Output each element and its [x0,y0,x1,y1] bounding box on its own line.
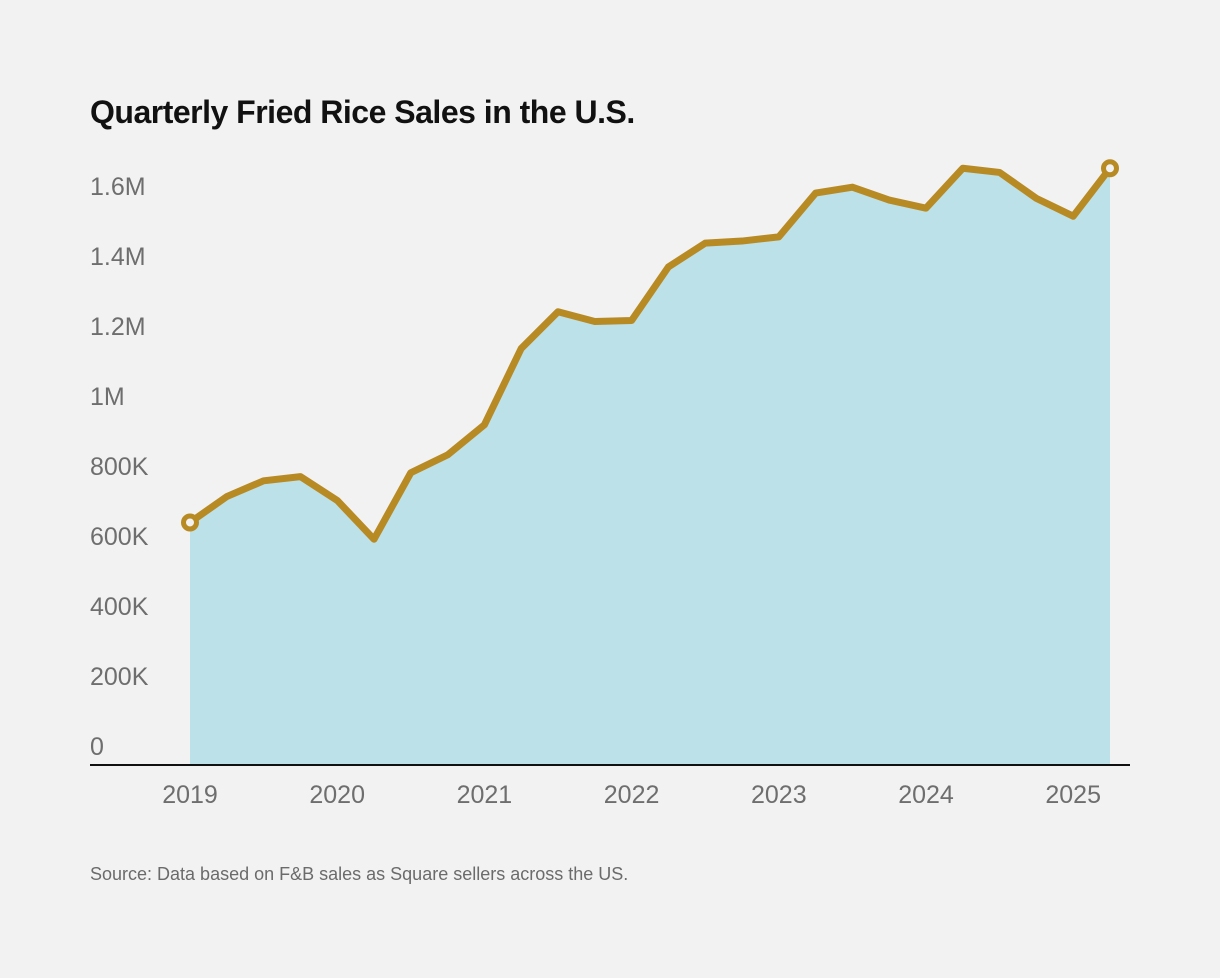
endpoint-marker [1101,159,1119,178]
chart-title: Quarterly Fried Rice Sales in the U.S. [90,94,635,130]
y-tick-label: 0 [90,733,104,761]
source-note: Source: Data based on F&B sales as Squar… [90,864,629,884]
x-tick-label: 2022 [604,781,660,809]
x-tick-label: 2023 [751,781,807,809]
x-tick-label: 2020 [309,781,365,809]
area-fill [190,168,1110,765]
y-tick-label: 1.6M [90,173,146,201]
y-tick-label: 1.4M [90,243,146,271]
series-line [186,164,1114,543]
endpoint-marker [181,513,199,532]
x-tick-label: 2019 [162,781,218,809]
x-tick-label: 2025 [1045,781,1101,809]
y-tick-label: 400K [90,593,149,621]
y-tick-label: 200K [90,663,149,691]
y-tick-label: 1.2M [90,313,146,341]
y-tick-label: 800K [90,453,149,481]
x-tick-label: 2021 [457,781,513,809]
y-tick-label: 1M [90,383,125,411]
x-tick-label: 2024 [898,781,954,809]
y-tick-label: 600K [90,523,149,551]
